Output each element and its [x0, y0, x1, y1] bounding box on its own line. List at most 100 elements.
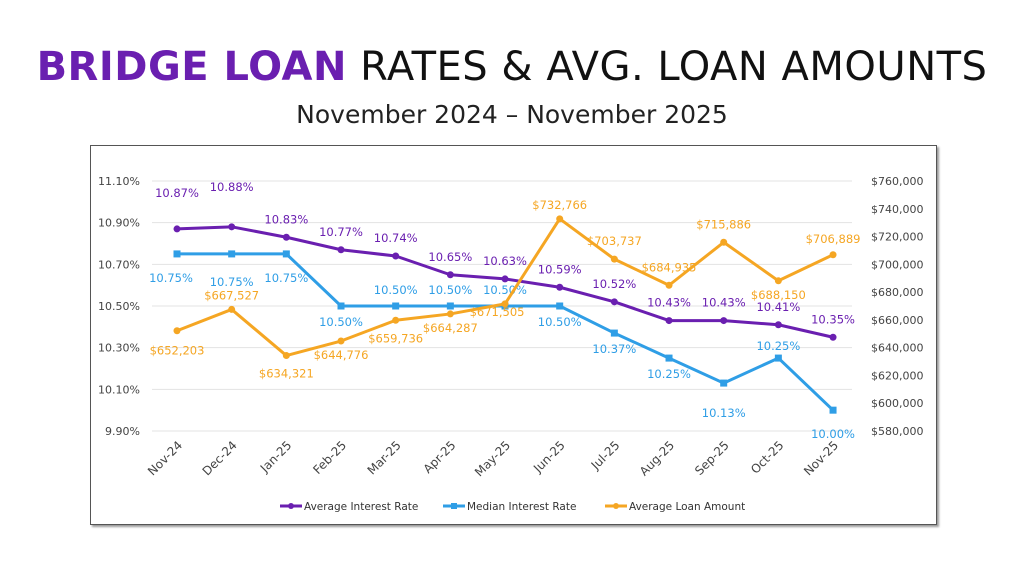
data-label: 10.77%: [319, 225, 363, 239]
data-label: $664,287: [423, 321, 478, 335]
data-label: $667,527: [204, 288, 259, 302]
page-title: BRIDGE LOAN RATES & AVG. LOAN AMOUNTS: [0, 44, 1024, 90]
data-point: [501, 275, 509, 283]
data-label: 10.41%: [756, 300, 800, 314]
y-right-tick-label: $600,000: [871, 397, 924, 410]
y-right-tick-label: $640,000: [871, 342, 924, 355]
y-left-tick-label: 10.10%: [98, 383, 140, 396]
data-label: 10.88%: [210, 180, 254, 194]
data-point: [337, 337, 345, 345]
x-tick-label: Jul-25: [588, 438, 623, 473]
y-left-tick-label: 10.50%: [98, 300, 140, 313]
data-label: 10.75%: [149, 271, 193, 285]
data-label: 10.63%: [483, 254, 527, 268]
data-label: $659,736: [368, 331, 423, 345]
x-tick-label: Jun-25: [530, 438, 568, 476]
data-point: [610, 329, 618, 337]
y-right-tick-label: $660,000: [871, 314, 924, 327]
data-label: 10.00%: [811, 427, 855, 441]
y-left-tick-label: 10.70%: [98, 258, 140, 271]
data-point: [829, 406, 837, 414]
x-tick-label: Feb-25: [310, 438, 349, 477]
data-point: [556, 283, 564, 291]
y-right-tick-label: $580,000: [871, 425, 924, 438]
legend-label: Average Loan Amount: [629, 501, 745, 513]
data-point: [774, 277, 782, 285]
data-point: [282, 250, 290, 258]
y-right-tick-label: $740,000: [871, 203, 924, 216]
data-label: 10.87%: [155, 186, 199, 200]
data-label: 10.43%: [647, 296, 691, 310]
data-label: $688,150: [751, 288, 806, 302]
data-point: [228, 250, 236, 258]
legend-marker: [451, 503, 457, 509]
title-rest: RATES & AVG. LOAN AMOUNTS: [346, 44, 988, 90]
data-point: [556, 302, 564, 310]
y-left-tick-label: 11.10%: [98, 175, 140, 188]
data-label: 10.52%: [592, 277, 636, 291]
data-point: [829, 251, 837, 259]
data-point: [337, 302, 345, 310]
data-label: $715,886: [696, 217, 751, 231]
data-label: 10.25%: [647, 367, 691, 381]
data-point: [392, 252, 400, 260]
data-label: 10.65%: [428, 250, 472, 264]
data-point: [282, 352, 290, 360]
data-label: 10.83%: [264, 212, 308, 226]
x-tick-label: Aug-25: [637, 438, 677, 478]
x-tick-label: Nov-25: [801, 438, 841, 478]
data-point: [665, 317, 673, 325]
data-point: [720, 317, 728, 325]
data-point: [665, 354, 673, 362]
data-label: 10.50%: [374, 283, 418, 297]
data-label: 10.74%: [374, 231, 418, 245]
y-right-tick-label: $700,000: [871, 258, 924, 271]
data-point: [392, 316, 400, 324]
data-label: $644,776: [314, 348, 369, 362]
y-right-tick-label: $760,000: [871, 175, 924, 188]
data-label: 10.75%: [210, 275, 254, 289]
data-label: 10.50%: [538, 315, 582, 329]
data-label: $703,737: [587, 234, 642, 248]
data-label: $634,321: [259, 367, 314, 381]
data-point: [774, 354, 782, 362]
data-label: $706,889: [806, 232, 861, 246]
data-point: [228, 223, 236, 231]
legend-label: Average Interest Rate: [304, 501, 418, 513]
data-point: [610, 298, 618, 306]
data-label: 10.75%: [264, 271, 308, 285]
data-label: 10.50%: [428, 283, 472, 297]
legend-label: Median Interest Rate: [467, 501, 576, 513]
x-tick-label: Nov-24: [145, 438, 185, 478]
data-label: 10.43%: [702, 296, 746, 310]
data-point: [392, 302, 400, 310]
data-point: [501, 300, 509, 308]
data-point: [173, 225, 181, 233]
data-point: [774, 321, 782, 329]
x-tick-label: Apr-25: [421, 438, 459, 476]
y-right-tick-label: $720,000: [871, 231, 924, 244]
data-label: $652,203: [150, 344, 205, 358]
legend-marker: [288, 503, 294, 509]
y-left-tick-label: 10.90%: [98, 217, 140, 230]
data-point: [446, 310, 454, 318]
x-tick-label: May-25: [472, 438, 513, 479]
data-point: [720, 379, 728, 387]
data-label: 10.59%: [538, 262, 582, 276]
data-point: [173, 327, 181, 335]
x-tick-label: Oct-25: [748, 438, 786, 476]
y-left-tick-label: 10.30%: [98, 342, 140, 355]
data-label: 10.35%: [811, 312, 855, 326]
data-point: [720, 238, 728, 246]
data-point: [829, 333, 837, 341]
x-tick-label: Mar-25: [365, 438, 404, 477]
data-point: [282, 233, 290, 241]
y-left-tick-label: 9.90%: [105, 425, 140, 438]
data-label: $732,766: [532, 198, 587, 212]
data-point: [665, 281, 673, 289]
title-highlight: BRIDGE LOAN: [36, 44, 347, 90]
data-point: [610, 255, 618, 263]
data-label: 10.25%: [756, 339, 800, 353]
data-label: $671,505: [470, 305, 525, 319]
chart-frame: [90, 145, 937, 525]
